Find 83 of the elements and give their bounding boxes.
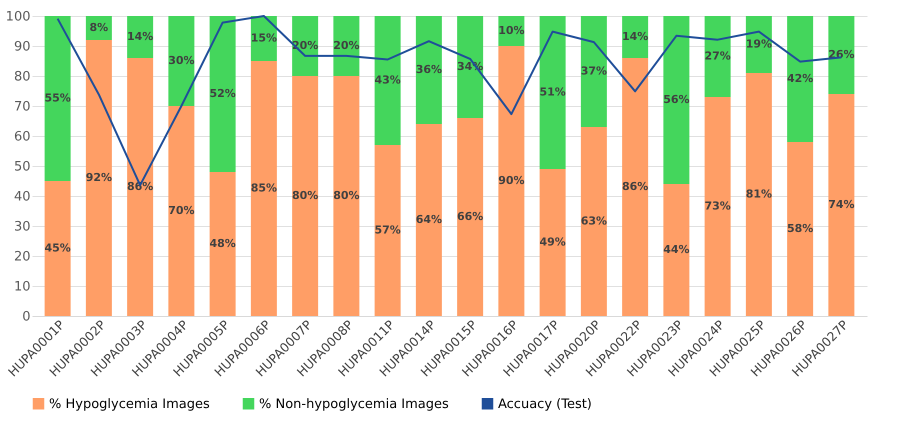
bar [787, 142, 814, 316]
bar [498, 46, 524, 316]
data-label: 55% [44, 92, 71, 104]
data-label: 81% [746, 188, 772, 200]
bar [333, 76, 360, 316]
bar [374, 16, 401, 145]
bar [828, 94, 854, 316]
data-label: 80% [292, 189, 318, 202]
y-tick-label: 50 [14, 160, 30, 174]
data-label: 57% [374, 224, 401, 236]
bar [86, 40, 112, 316]
data-label: 19% [746, 38, 772, 50]
data-label: 64% [416, 213, 442, 226]
data-label: 14% [126, 30, 154, 43]
data-label: 49% [539, 236, 566, 248]
legend-label: % Hypoglycemia Images [49, 396, 210, 412]
bar [580, 16, 607, 127]
bar [540, 169, 566, 316]
bar [457, 118, 484, 316]
bar [704, 97, 731, 316]
y-tick-label: 10 [14, 280, 30, 294]
data-label: 37% [580, 64, 608, 78]
data-label: 45% [44, 242, 71, 254]
bar [540, 16, 566, 169]
data-label: 63% [580, 214, 608, 228]
bar [787, 16, 814, 142]
bar [168, 16, 194, 106]
data-label: 51% [539, 86, 566, 98]
data-label: 10% [498, 24, 525, 37]
y-tick-label: 30 [14, 220, 30, 234]
data-label: 30% [168, 54, 195, 67]
legend-label: Accuacy (Test) [498, 396, 592, 412]
bar [44, 16, 71, 181]
bar [663, 16, 690, 184]
bar [746, 73, 772, 316]
data-label: 43% [374, 74, 401, 86]
legend-label: % Non-hypoglycemia Images [259, 396, 450, 412]
data-label: 85% [250, 182, 278, 194]
data-label: 80% [333, 189, 360, 202]
bar [250, 61, 277, 316]
bar [704, 16, 731, 97]
bar [622, 58, 648, 316]
y-tick-label: 90 [14, 40, 30, 54]
y-tick-label: 0 [22, 310, 30, 324]
y-tick-label: 40 [14, 190, 30, 204]
data-label: 92% [86, 171, 112, 184]
data-label: 48% [209, 237, 236, 250]
data-label: 86% [126, 180, 154, 193]
bar [416, 16, 442, 124]
y-tick-label: 80 [14, 70, 30, 84]
data-label: 70% [168, 204, 195, 217]
data-label: 56% [663, 93, 690, 106]
data-label: 73% [704, 200, 731, 212]
data-label: 36% [416, 63, 442, 76]
data-label: 42% [786, 72, 814, 85]
data-label: 15% [250, 32, 278, 44]
bar [292, 76, 318, 316]
data-label: 90% [498, 174, 525, 187]
bar [210, 172, 236, 316]
y-tick-label: 60 [14, 130, 30, 144]
bar [210, 16, 236, 172]
bar [580, 127, 607, 316]
data-label: 27% [704, 50, 731, 62]
data-label: 20% [333, 39, 360, 52]
bar [44, 181, 71, 316]
bar [374, 145, 401, 316]
data-label: 52% [209, 87, 236, 100]
bar [663, 184, 690, 316]
data-label: 14% [622, 30, 648, 43]
data-label: 86% [622, 180, 648, 193]
y-tick-label: 70 [14, 100, 30, 114]
data-label: 58% [786, 222, 814, 235]
y-tick-label: 20 [14, 250, 30, 264]
data-label: 44% [663, 243, 690, 256]
bar [127, 58, 154, 316]
data-label: 74% [828, 198, 855, 211]
data-label: 8% [90, 21, 108, 34]
bar [828, 16, 854, 94]
bar [457, 16, 484, 118]
bar [416, 124, 442, 316]
data-label: 66% [456, 210, 484, 223]
y-tick-label: 100 [6, 10, 30, 24]
bar [168, 106, 194, 316]
